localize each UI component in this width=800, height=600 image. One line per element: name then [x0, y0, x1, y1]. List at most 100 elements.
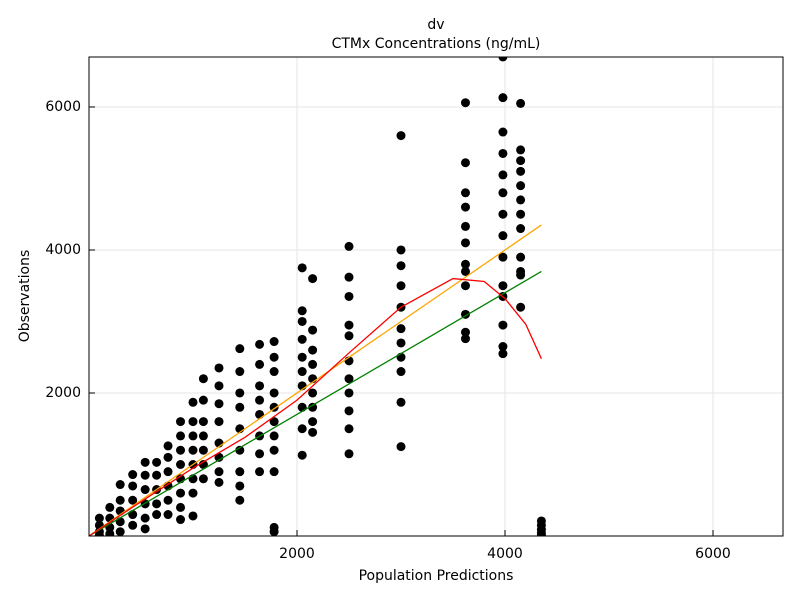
point	[308, 274, 318, 284]
point	[498, 188, 508, 198]
point	[269, 445, 279, 455]
point	[396, 324, 406, 334]
point	[152, 499, 162, 509]
y-axis-label: Observations	[17, 250, 33, 343]
point	[498, 342, 508, 352]
point	[255, 339, 265, 349]
x-tick-label: 6000	[695, 546, 731, 562]
point	[498, 57, 508, 62]
point	[188, 397, 198, 407]
point	[198, 374, 208, 384]
point	[140, 513, 150, 523]
point	[498, 231, 508, 241]
y-tick-label: 4000	[45, 242, 81, 258]
point	[115, 517, 125, 527]
point	[460, 158, 470, 168]
point	[460, 281, 470, 291]
point	[460, 334, 470, 344]
point	[344, 272, 354, 282]
point	[255, 409, 265, 419]
point	[214, 452, 224, 462]
point	[198, 395, 208, 405]
point	[198, 459, 208, 469]
point	[516, 98, 526, 108]
point	[344, 374, 354, 384]
point	[198, 417, 208, 427]
point	[94, 530, 104, 536]
fit-line	[88, 224, 542, 537]
point	[176, 417, 186, 427]
point	[269, 417, 279, 427]
point	[344, 406, 354, 416]
point	[140, 524, 150, 534]
point	[163, 467, 173, 477]
point	[152, 470, 162, 480]
point	[152, 510, 162, 520]
point	[396, 442, 406, 452]
point	[255, 359, 265, 369]
point	[115, 480, 125, 490]
point	[516, 209, 526, 219]
point	[498, 349, 508, 359]
point	[308, 325, 318, 335]
point	[214, 417, 224, 427]
point	[115, 495, 125, 505]
point	[176, 515, 186, 525]
point	[460, 259, 470, 269]
point	[297, 316, 307, 326]
point	[105, 529, 115, 536]
point	[235, 344, 245, 354]
point	[396, 261, 406, 271]
point	[198, 474, 208, 484]
point	[460, 221, 470, 231]
point	[269, 337, 279, 347]
point	[269, 352, 279, 362]
chart-title: dv	[427, 17, 444, 33]
point	[344, 241, 354, 251]
point	[308, 388, 318, 398]
point	[498, 127, 508, 137]
point	[460, 238, 470, 248]
x-tick-label: 2000	[279, 546, 315, 562]
point	[176, 431, 186, 441]
point	[235, 481, 245, 491]
point	[516, 166, 526, 176]
point	[188, 417, 198, 427]
point	[297, 367, 307, 377]
point	[94, 513, 104, 523]
point	[498, 252, 508, 262]
point	[516, 224, 526, 234]
point	[516, 270, 526, 280]
point	[344, 388, 354, 398]
point	[255, 467, 265, 477]
point	[297, 450, 307, 460]
point	[188, 488, 198, 498]
point	[214, 363, 224, 373]
point	[498, 281, 508, 291]
y-tick-label: 6000	[45, 99, 81, 115]
point	[516, 181, 526, 191]
point	[460, 327, 470, 337]
chart-subtitle: CTMx Concentrations (ng/mL)	[332, 36, 541, 52]
point	[396, 397, 406, 407]
point	[176, 488, 186, 498]
point	[460, 188, 470, 198]
point	[198, 445, 208, 455]
point	[269, 467, 279, 477]
point	[396, 281, 406, 291]
point	[297, 352, 307, 362]
fit-line	[88, 277, 542, 537]
point	[516, 302, 526, 312]
point	[128, 495, 138, 505]
plot-frame	[88, 56, 784, 537]
point	[255, 381, 265, 391]
point	[344, 291, 354, 301]
point	[297, 402, 307, 412]
x-axis-label: Population Predictions	[359, 568, 514, 584]
point	[128, 470, 138, 480]
point	[152, 457, 162, 467]
point	[128, 520, 138, 530]
point	[396, 367, 406, 377]
point	[105, 502, 115, 512]
